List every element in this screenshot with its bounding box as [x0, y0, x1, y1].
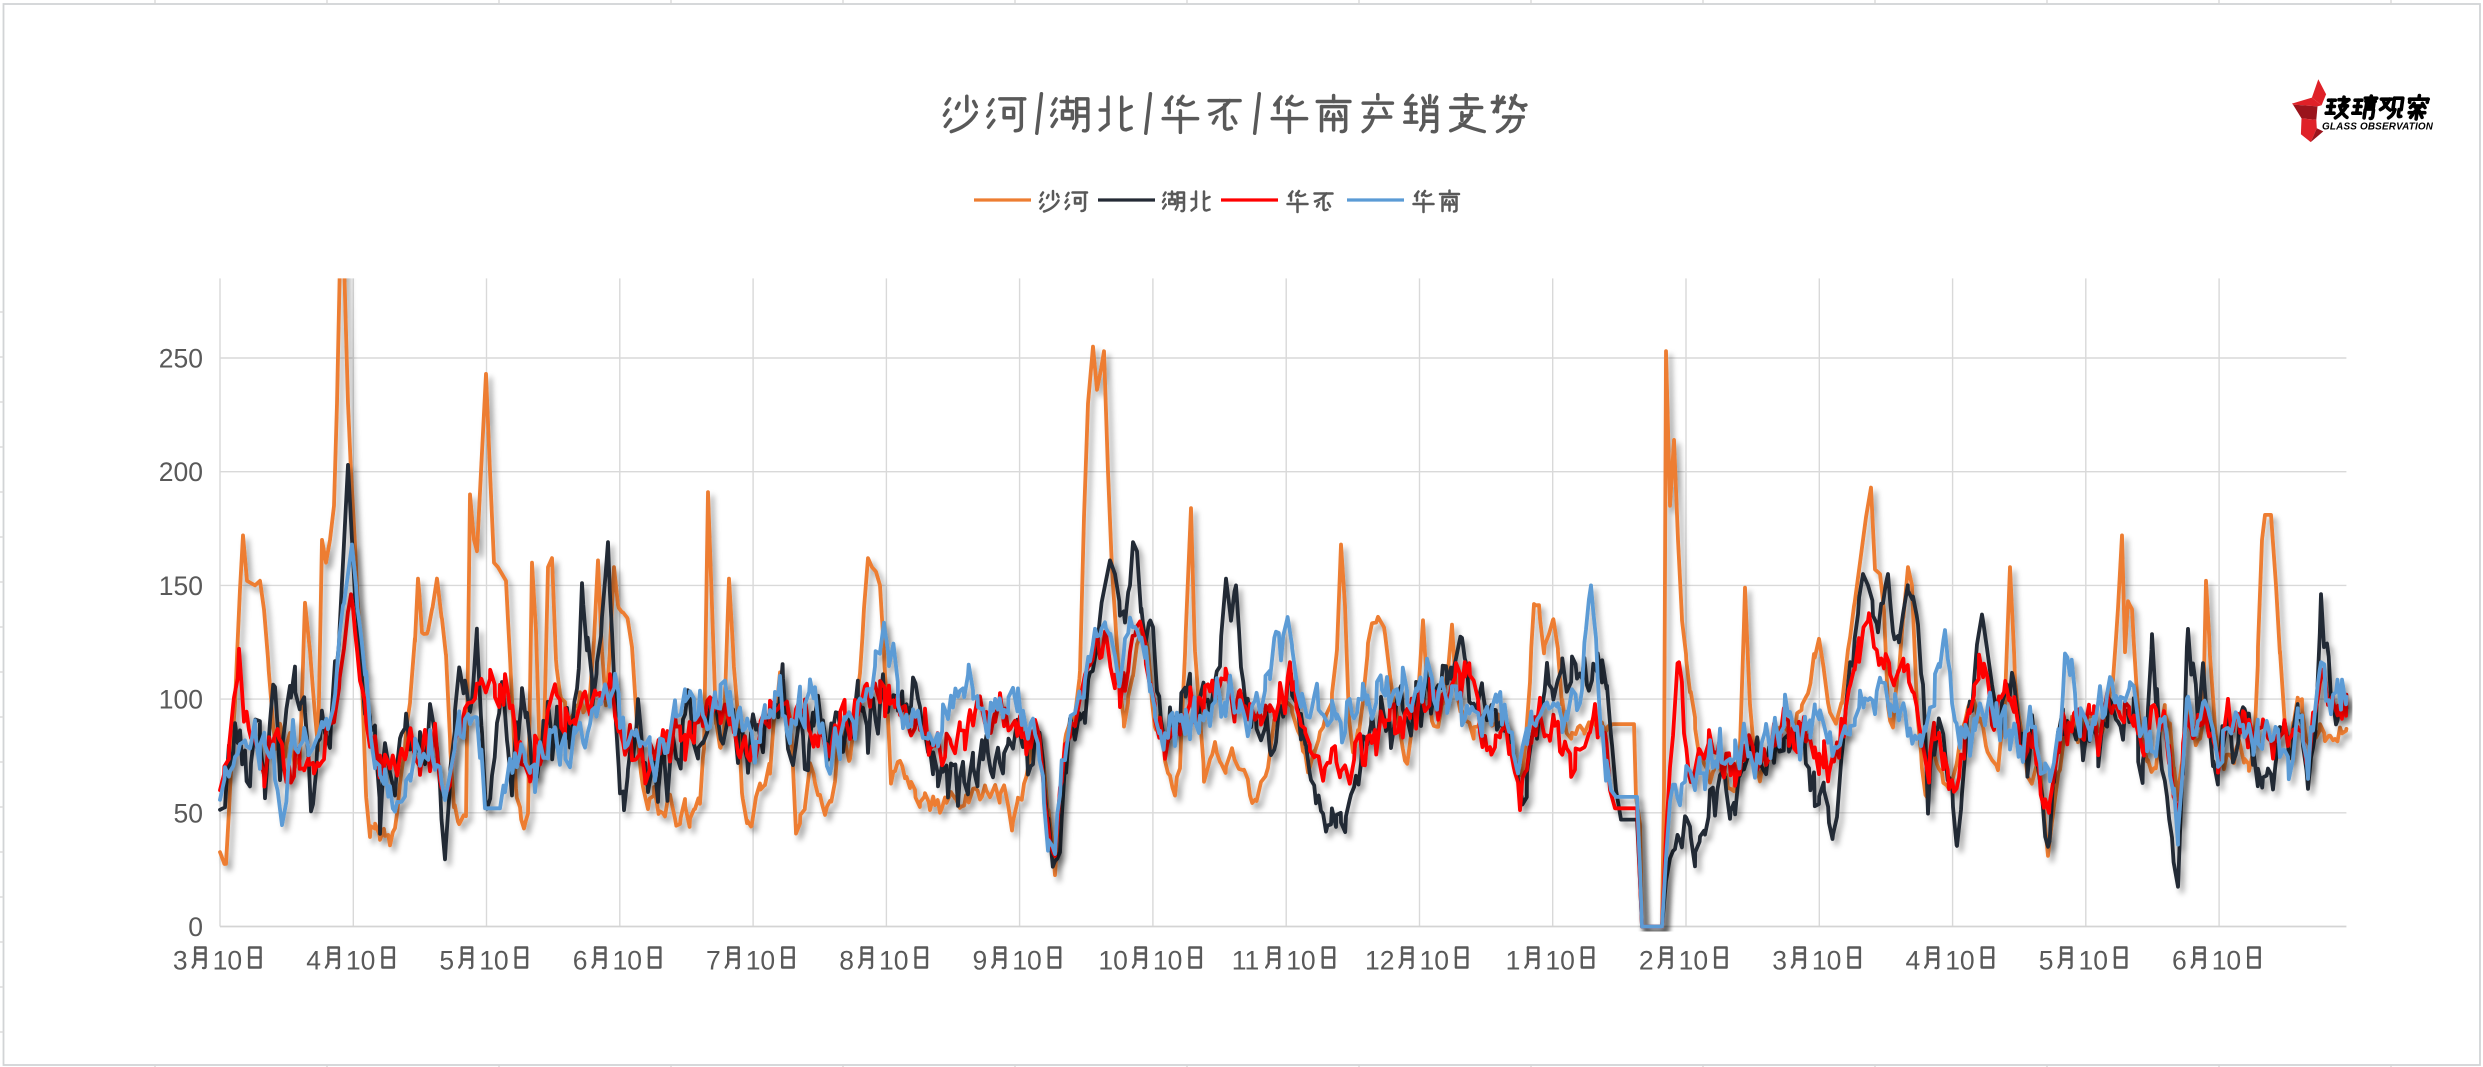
svg-text:12: 12: [1365, 946, 1394, 976]
svg-text:10: 10: [1679, 946, 1708, 976]
svg-text:10: 10: [1812, 946, 1841, 976]
svg-text:4: 4: [306, 946, 321, 976]
svg-text:100: 100: [159, 685, 203, 715]
svg-text:5: 5: [2039, 946, 2054, 976]
svg-text:10: 10: [1420, 946, 1449, 976]
svg-text:10: 10: [613, 946, 642, 976]
svg-text:10: 10: [1153, 946, 1182, 976]
svg-text:4: 4: [1906, 946, 1921, 976]
svg-text:10: 10: [2212, 946, 2241, 976]
svg-text:10: 10: [879, 946, 908, 976]
svg-text:1: 1: [1506, 946, 1521, 976]
svg-text:50: 50: [174, 798, 203, 828]
svg-text:10: 10: [746, 946, 775, 976]
svg-text:10: 10: [2079, 946, 2108, 976]
svg-text:10: 10: [1545, 946, 1574, 976]
svg-text:GLASS OBSERVATION: GLASS OBSERVATION: [2322, 122, 2434, 133]
svg-text:200: 200: [159, 457, 203, 487]
svg-text:9: 9: [973, 946, 988, 976]
svg-text:10: 10: [1286, 946, 1315, 976]
svg-text:6: 6: [2172, 946, 2187, 976]
svg-text:10: 10: [1098, 946, 1127, 976]
svg-text:150: 150: [159, 571, 203, 601]
svg-text:7: 7: [706, 946, 721, 976]
svg-text:250: 250: [159, 344, 203, 374]
svg-text:10: 10: [1945, 946, 1974, 976]
svg-text:0: 0: [188, 912, 203, 942]
svg-text:5: 5: [439, 946, 454, 976]
svg-text:3: 3: [1772, 946, 1787, 976]
svg-text:10: 10: [213, 946, 242, 976]
svg-text:2: 2: [1639, 946, 1654, 976]
svg-text:6: 6: [573, 946, 588, 976]
svg-text:8: 8: [839, 946, 854, 976]
svg-text:10: 10: [1012, 946, 1041, 976]
svg-text:3: 3: [173, 946, 188, 976]
svg-text:10: 10: [346, 946, 375, 976]
svg-text:10: 10: [479, 946, 508, 976]
svg-text:11: 11: [1232, 946, 1260, 976]
